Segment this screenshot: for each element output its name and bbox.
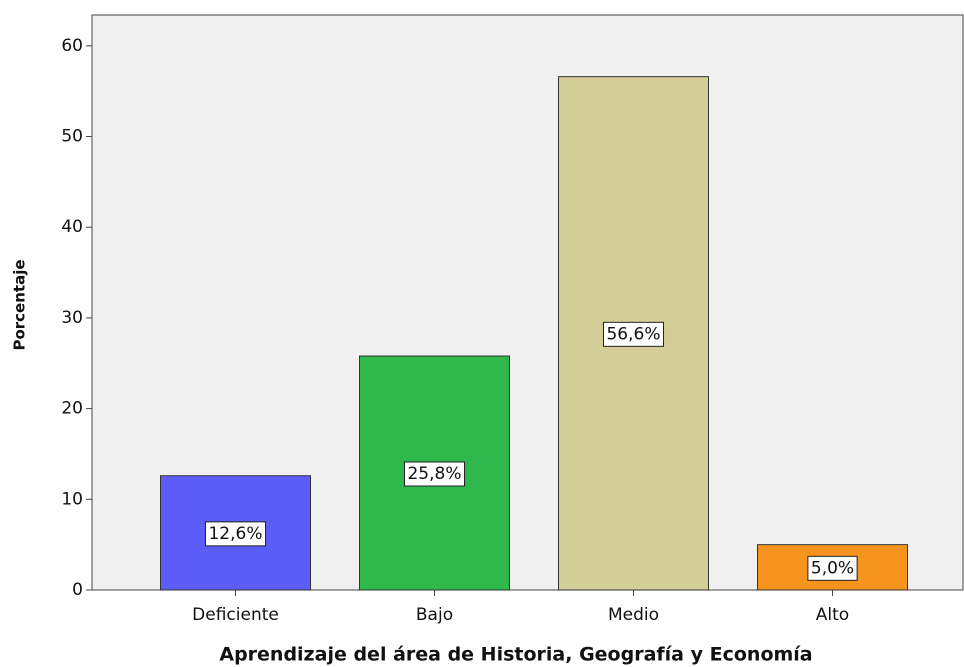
y-axis-title: Porcentaje bbox=[11, 259, 29, 350]
y-tick-label: 30 bbox=[61, 308, 83, 328]
y-tick-label: 20 bbox=[61, 399, 83, 419]
y-tick-label: 40 bbox=[61, 217, 83, 237]
y-tick-label: 50 bbox=[61, 127, 83, 147]
value-label-box bbox=[807, 555, 858, 581]
x-tick-label: Medio bbox=[608, 605, 659, 625]
y-tick-label: 0 bbox=[72, 580, 83, 600]
value-label: 56,6% bbox=[606, 324, 660, 344]
x-axis-title: Aprendizaje del área de Historia, Geogra… bbox=[219, 644, 812, 666]
value-label-box bbox=[403, 461, 466, 487]
x-tick-label: Bajo bbox=[416, 605, 453, 625]
value-label: 5,0% bbox=[811, 558, 854, 578]
y-tick-label: 60 bbox=[61, 36, 83, 56]
value-label: 25,8% bbox=[407, 464, 461, 484]
y-tick-label: 10 bbox=[61, 489, 83, 509]
x-tick-label: Deficiente bbox=[192, 605, 279, 625]
value-label-box bbox=[602, 321, 665, 347]
value-label: 12,6% bbox=[208, 524, 262, 544]
x-tick-label: Alto bbox=[816, 605, 849, 625]
value-label-box bbox=[204, 521, 267, 547]
